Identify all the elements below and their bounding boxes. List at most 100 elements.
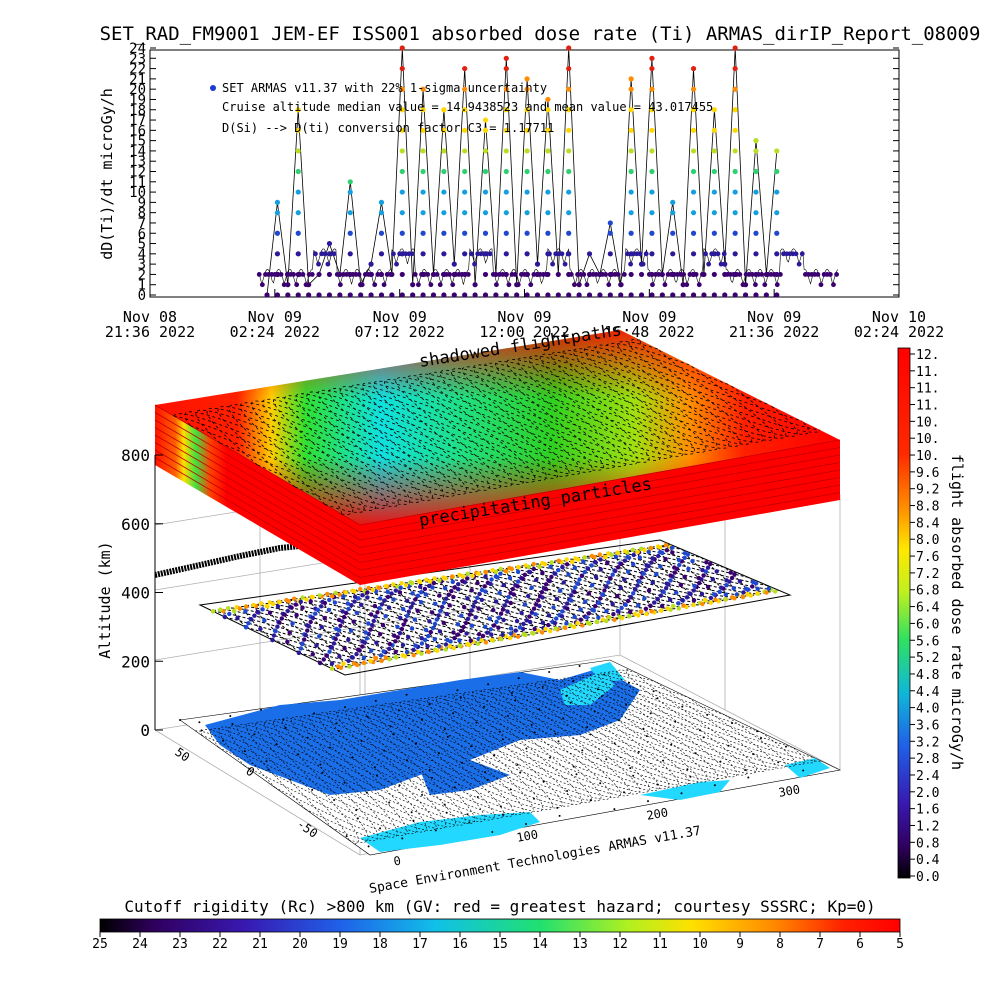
altitude-tick-label: 600: [121, 515, 150, 534]
bottom-colorbar-tick-label: 23: [172, 937, 188, 952]
dose-dot: [670, 546, 674, 550]
dose-dot: [272, 633, 276, 637]
legend-marker: [210, 85, 216, 91]
dose-dot: [410, 591, 414, 595]
data-point: [462, 292, 467, 297]
dose-dot: [398, 616, 402, 620]
dose-dot: [277, 600, 281, 604]
data-point: [608, 251, 613, 256]
map-dot: [731, 722, 733, 724]
data-point: [670, 292, 675, 297]
map-dot: [444, 728, 446, 730]
dose-dot: [442, 601, 446, 605]
dose-dot: [627, 614, 631, 618]
dose-dot: [609, 553, 613, 557]
data-point: [296, 148, 301, 153]
dose-dot: [636, 550, 640, 554]
map-dot: [548, 671, 550, 673]
dose-dot: [635, 583, 639, 587]
data-point: [410, 282, 415, 287]
dose-dot: [556, 568, 560, 572]
data-point: [357, 272, 362, 277]
map-dot: [579, 665, 581, 667]
bottom-colorbar-tick-label: 11: [652, 937, 668, 952]
dose-dot: [509, 601, 513, 605]
dose-dot: [553, 621, 557, 625]
map-dot: [511, 692, 513, 694]
dose-dot: [226, 606, 230, 610]
bottom-colorbar-tick-label: 10: [692, 937, 708, 952]
data-point: [462, 251, 467, 256]
right-colorbar-tick-label: 2.8: [916, 752, 939, 767]
dose-dot: [594, 560, 598, 564]
dose-dot: [697, 576, 701, 580]
map-dot: [647, 800, 649, 802]
dose-dot: [401, 643, 405, 647]
dose-dot: [297, 651, 301, 655]
data-point: [296, 169, 301, 174]
data-point: [566, 148, 571, 153]
map-dot: [333, 799, 335, 801]
data-point: [535, 292, 540, 297]
map-dot: [642, 728, 644, 730]
dose-dot: [492, 623, 496, 627]
map-dot: [632, 775, 634, 777]
data-point: [659, 272, 664, 277]
dose-dot: [681, 603, 685, 607]
dose-dot: [470, 624, 474, 628]
dose-dot: [583, 600, 587, 604]
map-dot: [307, 737, 309, 739]
data-point: [831, 282, 836, 287]
data-point: [712, 148, 717, 153]
precipitating-particles-slab: shadowed flightpaths precipitating parti…: [155, 320, 840, 585]
dose-dot: [475, 581, 479, 585]
dose-dot: [290, 621, 294, 625]
dose-dot: [546, 623, 550, 627]
dose-dot: [580, 574, 584, 578]
dose-dot: [572, 590, 576, 594]
map-dot: [586, 726, 588, 728]
data-point: [819, 282, 824, 287]
dose-dot: [346, 607, 350, 611]
bottom-colorbar-ticks: 25 24 23 22 21 20 19 18 17 16 15 14 13 12 11 10 9 8 7 6 5: [92, 932, 904, 952]
data-point: [296, 189, 301, 194]
dose-dot: [457, 573, 461, 577]
dose-dot: [499, 637, 503, 641]
dose-dot: [243, 609, 247, 613]
dose-dot: [426, 649, 430, 653]
data-point: [441, 189, 446, 194]
map-dot: [542, 686, 544, 688]
dose-dot: [386, 590, 390, 594]
data-point: [369, 272, 374, 277]
dose-dot: [708, 562, 712, 566]
data-point: [616, 272, 621, 277]
dose-dot: [403, 618, 407, 622]
dose-dot: [575, 621, 579, 625]
data-point: [275, 231, 280, 236]
dose-dot: [391, 582, 395, 586]
data-point: [778, 272, 783, 277]
map-dot: [625, 704, 627, 706]
dose-dot: [569, 598, 573, 602]
dose-dot: [497, 616, 501, 620]
altitude-tick-labels: 0200400600800: [121, 446, 163, 740]
dose-dot: [612, 618, 616, 622]
dose-dot: [244, 604, 248, 608]
dose-dot: [677, 563, 681, 567]
data-point: [759, 272, 764, 277]
data-point: [753, 292, 758, 297]
dose-dot: [320, 625, 324, 629]
data-point: [733, 45, 738, 50]
data-point: [441, 231, 446, 236]
data-point: [712, 128, 717, 133]
dose-dot: [495, 575, 499, 579]
dose-dot: [604, 619, 608, 623]
dose-dot: [616, 609, 620, 613]
data-point: [389, 292, 394, 297]
bottom-colorbar-tick-label: 22: [212, 937, 228, 952]
map-dot: [628, 682, 630, 684]
dose-dot: [599, 567, 603, 571]
map-dot: [706, 714, 708, 716]
map-dot: [674, 721, 676, 723]
dose-dot: [344, 590, 348, 594]
